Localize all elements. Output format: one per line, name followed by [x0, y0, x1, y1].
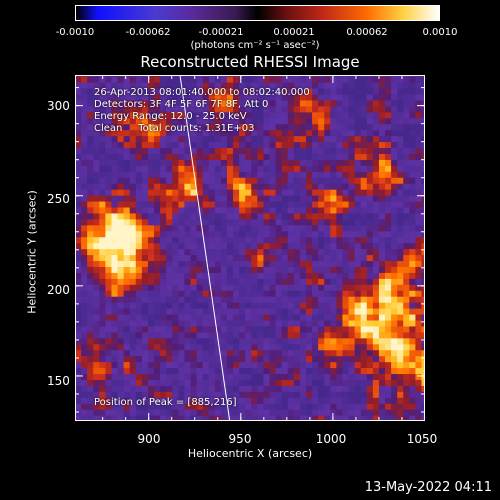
annotation-energy-range: Energy Range: 12.0 - 25.0 keV — [94, 111, 247, 122]
colorbar-tick: 0.0010 — [422, 27, 458, 38]
y-tick-label: 200 — [47, 283, 70, 297]
chart-title: Reconstructed RHESSI Image — [140, 53, 360, 71]
colorbar-units: (photons cm⁻² s⁻¹ asec⁻²) — [190, 40, 320, 51]
annotation-detectors: Detectors: 3F 4F 5F 6F 7F 8F, Att 0 — [94, 99, 269, 110]
heatmap-plot — [75, 75, 425, 421]
colorbar-tick: -0.00062 — [125, 27, 171, 38]
x-tick-label: 950 — [228, 432, 252, 446]
y-tick-label: 250 — [47, 192, 70, 206]
colorbar-tick: 0.00021 — [273, 27, 315, 38]
colorbar-tick: 0.00062 — [346, 27, 388, 38]
y-tick-label: 300 — [47, 99, 70, 113]
annotation-clean-counts: Clean Total counts: 1.31E+03 — [94, 123, 255, 134]
colorbar-tick: -0.00021 — [198, 27, 244, 38]
annotation-time-range: 26-Apr-2013 08:01:40.000 to 08:02:40.000 — [94, 87, 310, 98]
solar-limb-line — [179, 75, 231, 421]
y-axis-label: Heliocentric Y (arcsec) — [25, 190, 39, 314]
x-tick-label: 1050 — [406, 432, 438, 446]
heatmap-cells — [75, 75, 425, 421]
y-tick-label: 150 — [47, 374, 70, 388]
x-tick-label: 900 — [137, 432, 161, 446]
render-timestamp: 13-May-2022 04:11 — [364, 480, 492, 495]
colorbar — [75, 5, 440, 21]
x-axis-label: Heliocentric X (arcsec) — [187, 447, 313, 460]
x-tick-label: 1000 — [315, 432, 347, 446]
plot-frame — [75, 75, 425, 421]
colorbar-tick: -0.0010 — [55, 27, 95, 38]
annotation-peak-position: Position of Peak = [885,216] — [94, 397, 237, 408]
